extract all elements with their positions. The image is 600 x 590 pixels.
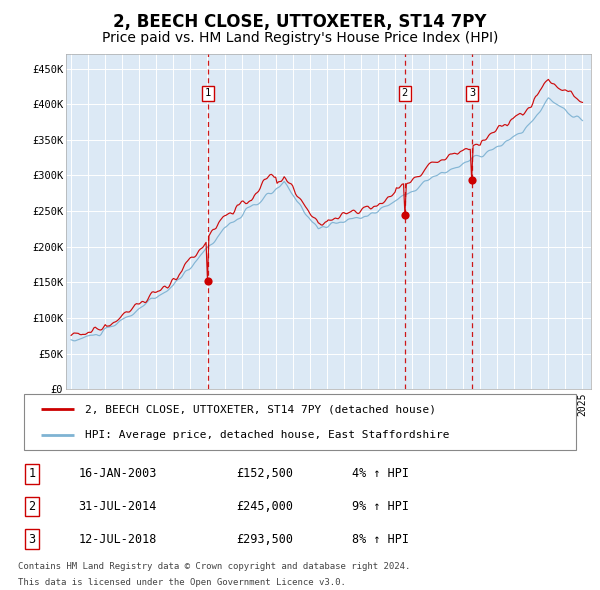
Point [203, 276, 213, 286]
Text: 16-JAN-2003: 16-JAN-2003 [78, 467, 157, 480]
Text: 3: 3 [29, 533, 36, 546]
Text: 2, BEECH CLOSE, UTTOXETER, ST14 7PY: 2, BEECH CLOSE, UTTOXETER, ST14 7PY [113, 14, 487, 31]
Text: Contains HM Land Registry data © Crown copyright and database right 2024.: Contains HM Land Registry data © Crown c… [18, 562, 410, 571]
Text: 8% ↑ HPI: 8% ↑ HPI [352, 533, 409, 546]
Text: 12-JUL-2018: 12-JUL-2018 [78, 533, 157, 546]
Text: 2: 2 [402, 88, 408, 99]
FancyBboxPatch shape [24, 394, 576, 450]
Text: 1: 1 [205, 88, 211, 99]
Point [400, 210, 410, 219]
Text: £152,500: £152,500 [236, 467, 293, 480]
Text: 2: 2 [29, 500, 36, 513]
Point [467, 175, 477, 185]
Text: 1: 1 [29, 467, 36, 480]
Text: Price paid vs. HM Land Registry's House Price Index (HPI): Price paid vs. HM Land Registry's House … [102, 31, 498, 45]
Text: £245,000: £245,000 [236, 500, 293, 513]
Text: 2, BEECH CLOSE, UTTOXETER, ST14 7PY (detached house): 2, BEECH CLOSE, UTTOXETER, ST14 7PY (det… [85, 404, 436, 414]
Text: HPI: Average price, detached house, East Staffordshire: HPI: Average price, detached house, East… [85, 430, 449, 440]
Text: 3: 3 [469, 88, 475, 99]
Text: 9% ↑ HPI: 9% ↑ HPI [352, 500, 409, 513]
Text: 4% ↑ HPI: 4% ↑ HPI [352, 467, 409, 480]
Text: £293,500: £293,500 [236, 533, 293, 546]
Text: This data is licensed under the Open Government Licence v3.0.: This data is licensed under the Open Gov… [18, 578, 346, 587]
Text: 31-JUL-2014: 31-JUL-2014 [78, 500, 157, 513]
